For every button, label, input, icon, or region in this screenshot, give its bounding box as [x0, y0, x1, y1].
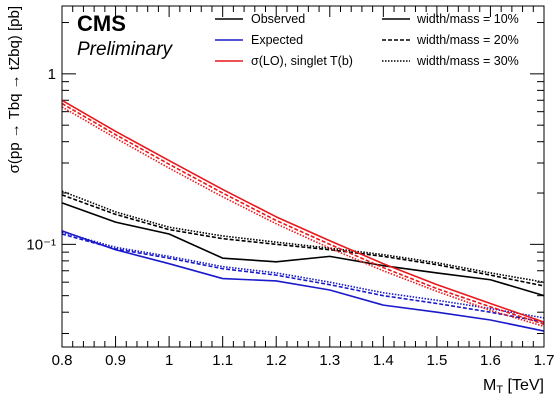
x-tick-label: 1.5 [426, 352, 447, 369]
legend-expected-label: Expected [251, 33, 303, 47]
series-line-observed-30pct [61, 190, 545, 283]
x-tick-label: 1.7 [534, 352, 555, 369]
y-tick-labels: 10⁻¹ 1 [26, 66, 56, 254]
cms-label: CMS [77, 11, 126, 36]
x-tick-label: 1.1 [212, 352, 233, 369]
legend: Observed Expected σ(LO), singlet T(b) wi… [215, 12, 519, 68]
legend-width30-label: width/mass = 30% [416, 54, 519, 68]
x-tick-labels: 0.8 0.9 1 1.1 1.2 1.3 1.4 1.5 1.6 1.7 [52, 352, 555, 369]
x-tick-label: 1.2 [266, 352, 287, 369]
x-tick-label: 0.9 [105, 352, 126, 369]
series-line-expected-30pct [61, 231, 545, 319]
series-line--lo-singlet-t-b--20pct [61, 102, 545, 325]
legend-theory-label: σ(LO), singlet T(b) [251, 54, 353, 68]
plot-frame [61, 5, 545, 348]
legend-observed-label: Observed [251, 12, 305, 26]
x-axis-label: MT [TeV] [483, 377, 544, 395]
x-tick-label: 1 [165, 352, 173, 369]
x-tick-label: 1.6 [480, 352, 501, 369]
y-tick-label: 10⁻¹ [26, 236, 56, 253]
legend-width10-label: width/mass = 10% [416, 12, 519, 26]
series-lines [61, 99, 545, 332]
series-line-observed-20pct [61, 194, 545, 287]
x-axis-label-unit: [TeV] [503, 377, 544, 394]
x-axis-label-sub: T [496, 384, 503, 395]
series-line--lo-singlet-t-b--30pct [61, 106, 545, 328]
series-line-expected-20pct [61, 233, 545, 323]
series-line--lo-singlet-t-b--10pct [61, 99, 545, 323]
y-tick-label: 1 [48, 66, 56, 83]
tick-marks [61, 6, 545, 347]
legend-width20-label: width/mass = 20% [416, 33, 519, 47]
x-axis-label-main: M [483, 377, 496, 394]
x-tick-label: 0.8 [52, 352, 73, 369]
y-axis-label: σ(pp → Tbq → tZbq) [pb] [6, 6, 23, 173]
series-line-observed-10pct [61, 202, 545, 297]
x-tick-label: 1.3 [319, 352, 340, 369]
series-line-expected-10pct [61, 230, 545, 332]
x-tick-label: 1.4 [373, 352, 394, 369]
preliminary-label: Preliminary [77, 39, 174, 60]
